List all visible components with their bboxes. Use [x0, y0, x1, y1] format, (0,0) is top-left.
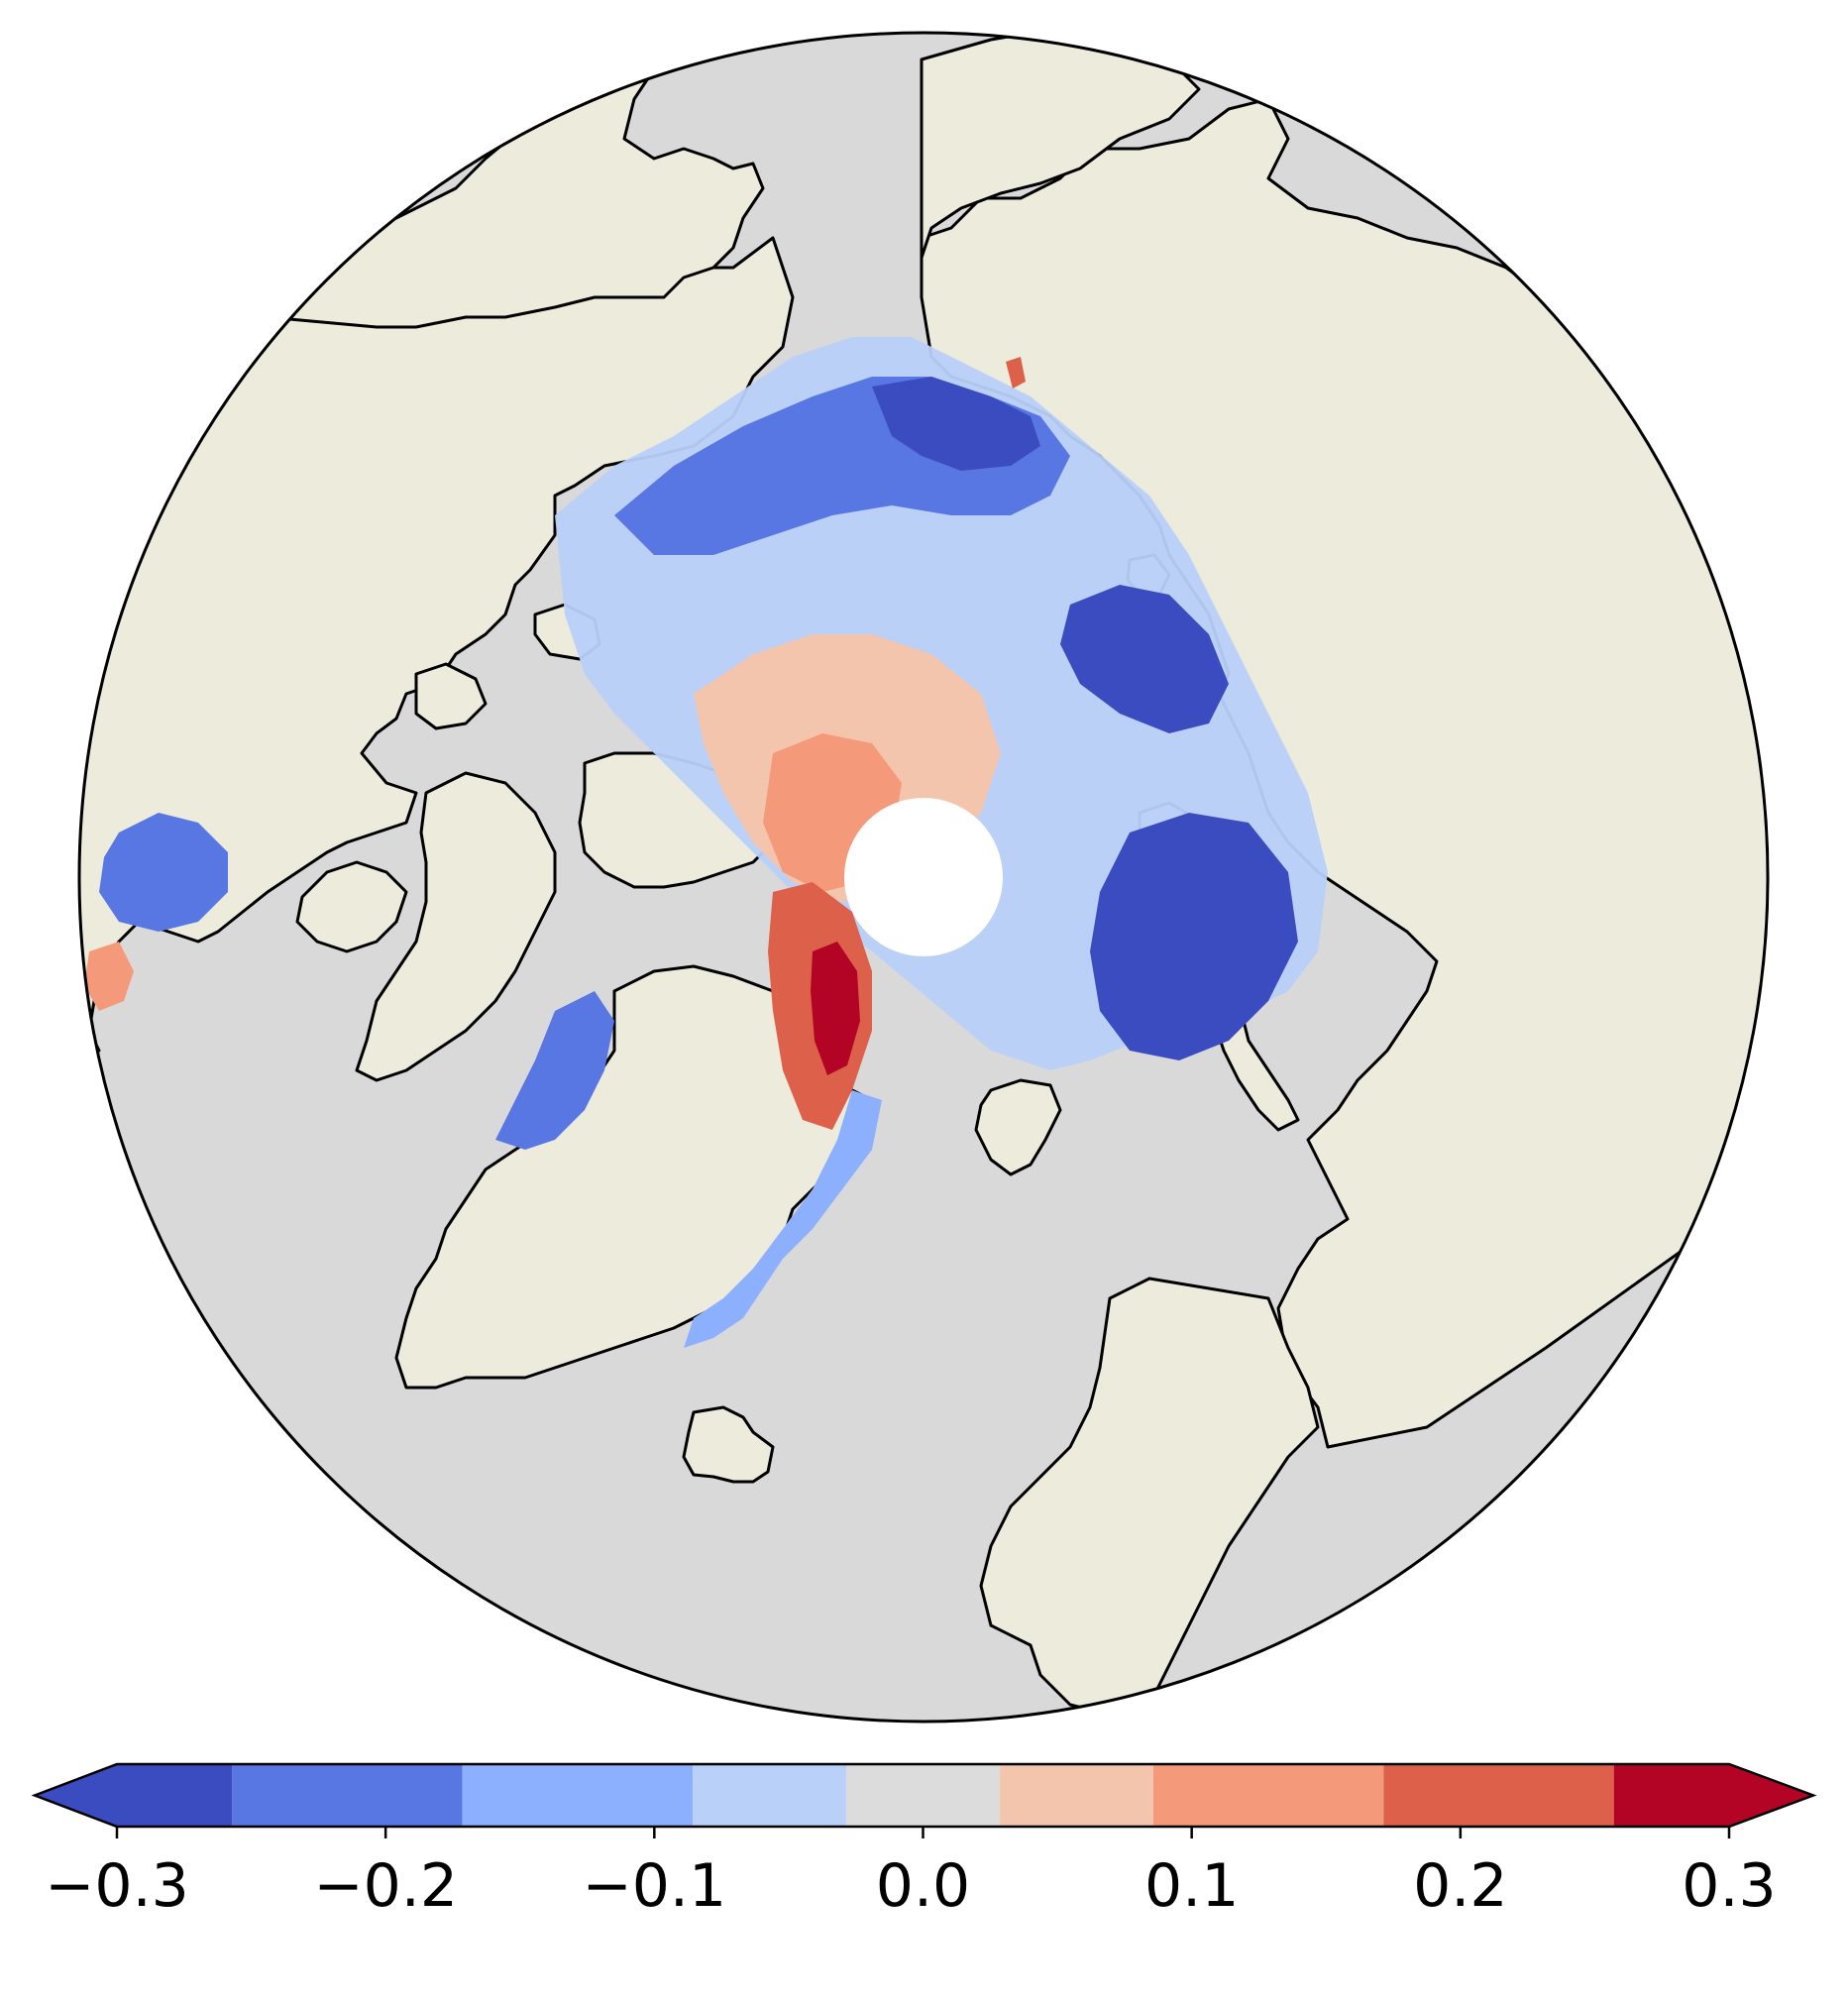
land-svalbard — [974, 1078, 1062, 1176]
colorbar-tick-label-0: −0.3 — [45, 1851, 189, 1921]
pole-hole — [844, 798, 1003, 956]
anomaly-very-strong-negative-chukchi — [872, 377, 1040, 471]
land-iceland — [682, 1405, 775, 1484]
colorbar: −0.3 −0.2 −0.1 0.0 0.1 0.2 0.3 — [31, 1762, 1817, 1921]
map-boundary — [77, 31, 1770, 1724]
land-victoria — [295, 860, 408, 953]
anomaly-negative-hudson — [99, 813, 228, 932]
anomaly-positive-hudson-edge — [84, 942, 134, 1011]
anomaly-field — [84, 337, 1328, 1348]
land-baffin — [355, 771, 557, 1082]
colorbar-bin-6 — [1152, 1764, 1384, 1827]
colorbar-bin-4 — [845, 1764, 1001, 1827]
colorbar-bin-8 — [1613, 1764, 1813, 1827]
land-alaska — [266, 48, 765, 329]
colorbar-tick-label-1: −0.2 — [313, 1851, 458, 1921]
colorbar-tick-label-6: 0.3 — [1682, 1851, 1776, 1921]
colorbar-tick-label-2: −0.1 — [582, 1851, 726, 1921]
land-banks — [414, 662, 488, 730]
anomaly-negative-baffin — [495, 991, 614, 1150]
land-scandinavia — [979, 1277, 1320, 1717]
colorbar-bin-7 — [1383, 1764, 1614, 1827]
colorbar-bin-2 — [462, 1764, 694, 1827]
anomaly-strong-negative-kara — [1090, 813, 1298, 1060]
anomaly-positive-siberian-coast — [1006, 357, 1026, 389]
colorbar-tick-label-4: 0.1 — [1144, 1851, 1239, 1921]
anomaly-very-strong-positive-lincoln — [811, 942, 860, 1075]
anomaly-negative-east-greenland — [684, 1090, 882, 1348]
colorbar-tick-label-5: 0.2 — [1413, 1851, 1507, 1921]
colorbar-bin-5 — [1000, 1764, 1153, 1827]
colorbar-bin-3 — [693, 1764, 846, 1827]
colorbar-bin-0 — [35, 1764, 233, 1827]
colorbar-tick-label-3: 0.0 — [876, 1851, 970, 1921]
map-disc — [79, 33, 1768, 1722]
anomaly-strong-negative-laptev — [1060, 585, 1229, 733]
colorbar-bin-1 — [232, 1764, 463, 1827]
